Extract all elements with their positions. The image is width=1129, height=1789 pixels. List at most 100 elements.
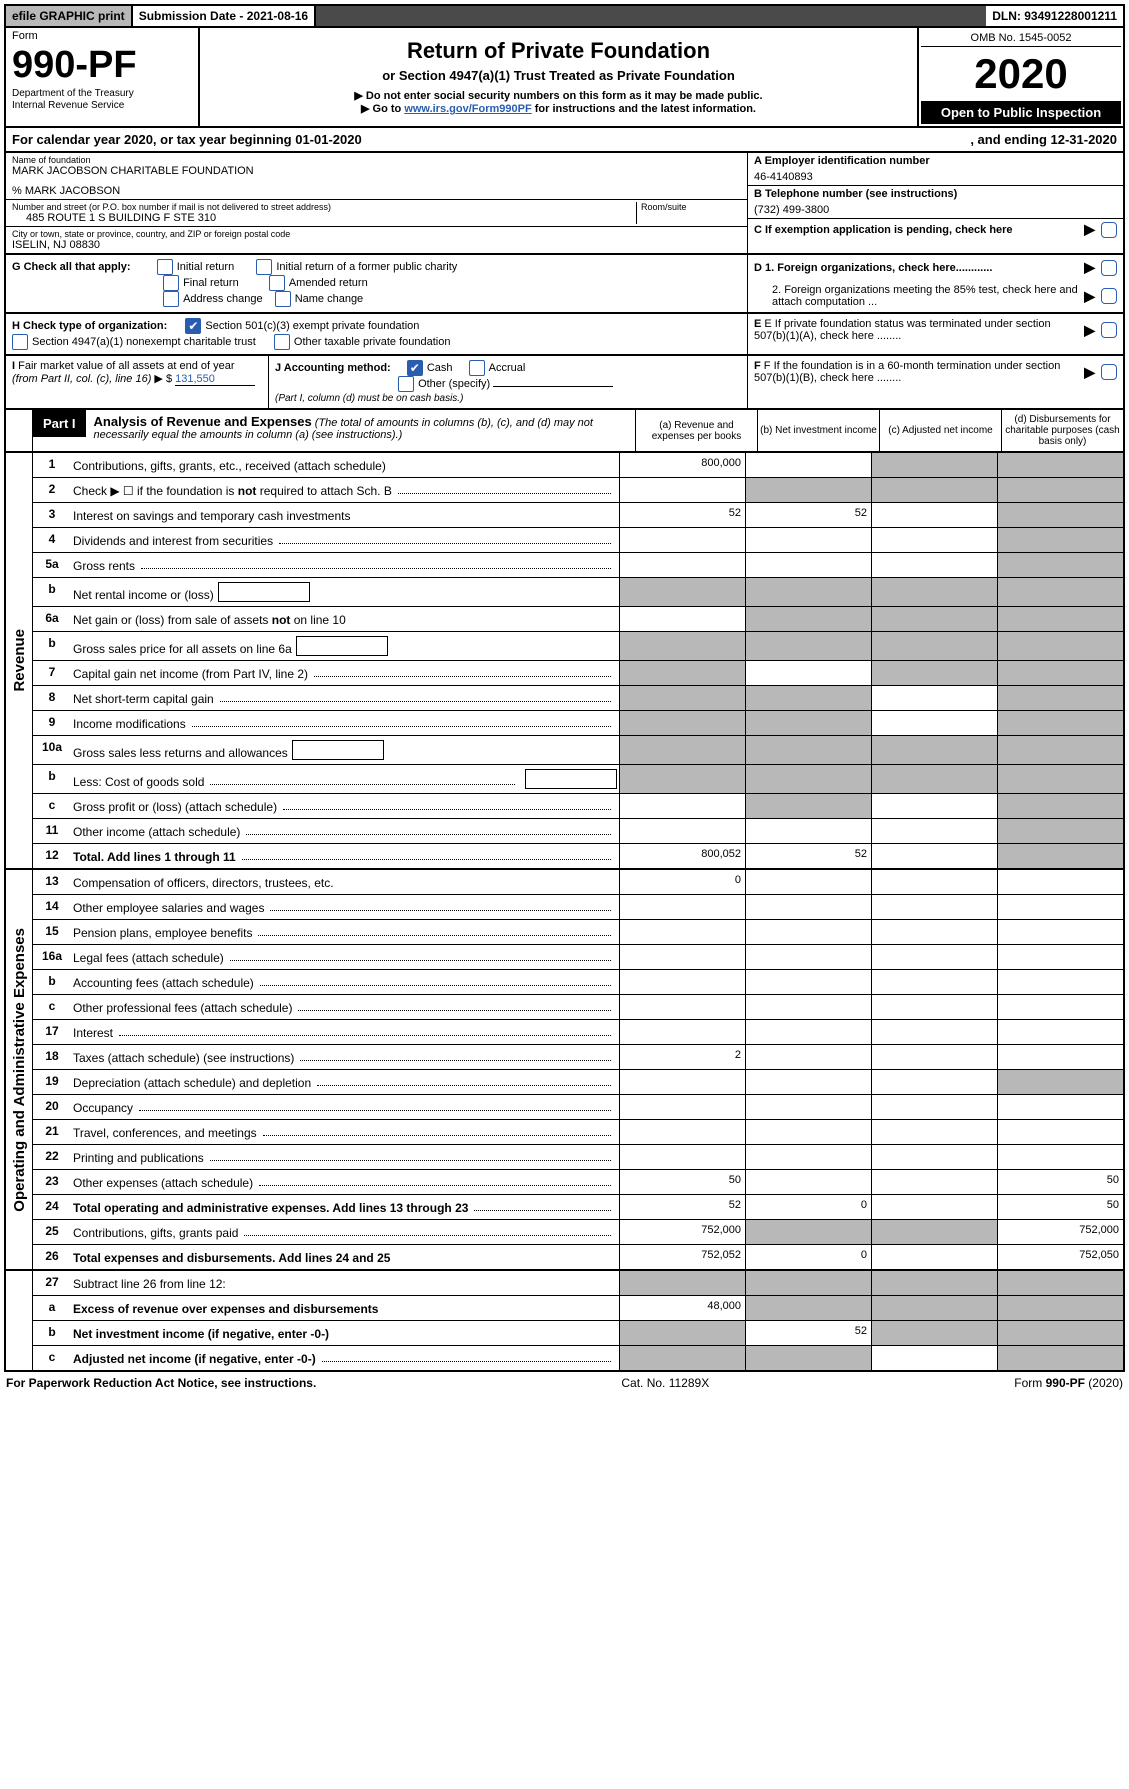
col-d-val: [997, 995, 1123, 1019]
line27-section: 27Subtract line 26 from line 12:aExcess …: [4, 1271, 1125, 1372]
cb-initial-return[interactable]: Initial return: [157, 259, 234, 275]
col-d-val: [997, 1271, 1123, 1295]
line-num: 21: [33, 1120, 71, 1144]
cb-501c3[interactable]: Section 501(c)(3) exempt private foundat…: [185, 318, 419, 334]
topbar-spacer: [316, 6, 986, 26]
cb-other-method[interactable]: Other (specify): [398, 376, 490, 392]
col-b-val: [745, 819, 871, 843]
dept-label: Department of the Treasury Internal Reve…: [12, 88, 192, 112]
col-c-val: [871, 1095, 997, 1119]
phone-cell: B Telephone number (see instructions) (7…: [748, 186, 1123, 219]
line-text: Excess of revenue over expenses and disb…: [71, 1296, 619, 1320]
col-b-val: [745, 686, 871, 710]
g-opt1: Initial return of a former public charit…: [276, 261, 457, 273]
col-d-val: [997, 870, 1123, 894]
col-b-val: 0: [745, 1245, 871, 1269]
col-a-hdr: (a) Revenue and expenses per books: [635, 410, 757, 451]
revenue-section: Revenue 1Contributions, gifts, grants, e…: [4, 453, 1125, 870]
arrow2-suffix: for instructions and the latest informat…: [532, 103, 756, 115]
col-d-val: [997, 1020, 1123, 1044]
instructions-link[interactable]: www.irs.gov/Form990PF: [404, 103, 531, 115]
h-opt3: Other taxable private foundation: [294, 336, 451, 348]
line-text: Printing and publications: [71, 1145, 619, 1169]
g-label: G Check all that apply:: [12, 261, 131, 273]
j-note: (Part I, column (d) must be on cash basi…: [275, 393, 463, 404]
col-b-val: [745, 553, 871, 577]
line-text: Legal fees (attach schedule): [71, 945, 619, 969]
line-num: c: [33, 995, 71, 1019]
other-method-line: [493, 386, 613, 387]
col-d-val: [997, 607, 1123, 631]
form-subtitle: or Section 4947(a)(1) Trust Treated as P…: [206, 68, 911, 83]
h-label: H Check type of organization:: [12, 320, 167, 332]
line-num: 22: [33, 1145, 71, 1169]
cb-final-return[interactable]: Final return: [163, 275, 239, 291]
footer-form-num: 990-PF: [1046, 1376, 1085, 1390]
line-num: b: [33, 970, 71, 994]
line-num: 19: [33, 1070, 71, 1094]
col-a-val: 0: [619, 870, 745, 894]
part1-leftpad: [6, 410, 33, 451]
c-checkbox[interactable]: [1101, 222, 1117, 238]
col-d-val: [997, 1346, 1123, 1370]
col-b-val: [745, 1145, 871, 1169]
line-num: 5a: [33, 553, 71, 577]
col-c-val: [871, 1195, 997, 1219]
table-row: 15Pension plans, employee benefits: [33, 920, 1123, 945]
f-checkbox[interactable]: [1101, 364, 1117, 380]
cb-cash[interactable]: Cash: [407, 360, 453, 376]
col-a-val: [619, 578, 745, 606]
line-num: 2: [33, 478, 71, 502]
col-c-val: [871, 1296, 997, 1320]
col-a-val: [619, 945, 745, 969]
col-d-val: [997, 1070, 1123, 1094]
e-block: E E If private foundation status was ter…: [748, 314, 1123, 354]
col-c-val: [871, 453, 997, 477]
d2-checkbox[interactable]: [1101, 288, 1117, 304]
col-a-val: [619, 920, 745, 944]
cb-other-taxable[interactable]: Other taxable private foundation: [274, 334, 451, 350]
cb-4947a1[interactable]: Section 4947(a)(1) nonexempt charitable …: [12, 334, 256, 350]
table-row: 16aLegal fees (attach schedule): [33, 945, 1123, 970]
line-text: Other expenses (attach schedule): [71, 1170, 619, 1194]
table-row: bNet rental income or (loss): [33, 578, 1123, 607]
expenses-section: Operating and Administrative Expenses 13…: [4, 870, 1125, 1271]
table-row: 2Check ▶ ☐ if the foundation is not requ…: [33, 478, 1123, 503]
expenses-lines: 13Compensation of officers, directors, t…: [33, 870, 1123, 1269]
info-block: Name of foundation MARK JACOBSON CHARITA…: [4, 153, 1125, 255]
col-c-val: [871, 686, 997, 710]
line-text: Net gain or (loss) from sale of assets n…: [71, 607, 619, 631]
line-num: 7: [33, 661, 71, 685]
ein-value: 46-4140893: [754, 171, 1117, 183]
e-checkbox[interactable]: [1101, 322, 1117, 338]
inline-value-box: [218, 582, 310, 602]
col-b-val: [745, 1045, 871, 1069]
line-num: 6a: [33, 607, 71, 631]
cb-amended-return[interactable]: Amended return: [269, 275, 368, 291]
col-d-val: [997, 453, 1123, 477]
line-text: Check ▶ ☐ if the foundation is not requi…: [71, 478, 619, 502]
col-d-val: [997, 1296, 1123, 1320]
line-num: b: [33, 632, 71, 660]
cb-accrual[interactable]: Accrual: [469, 360, 526, 376]
col-d-val: [997, 794, 1123, 818]
info-left: Name of foundation MARK JACOBSON CHARITA…: [6, 153, 747, 253]
line-text: Pension plans, employee benefits: [71, 920, 619, 944]
form-number: 990-PF: [12, 46, 192, 84]
col-c-val: [871, 503, 997, 527]
col-b-val: [745, 1296, 871, 1320]
d1-checkbox[interactable]: [1101, 260, 1117, 276]
table-row: aExcess of revenue over expenses and dis…: [33, 1296, 1123, 1321]
col-b-val: [745, 1095, 871, 1119]
cb-address-change[interactable]: Address change: [163, 291, 263, 307]
addr-label: Number and street (or P.O. box number if…: [12, 202, 636, 212]
part1-header: Part I Analysis of Revenue and Expenses …: [4, 410, 1125, 453]
table-row: 25Contributions, gifts, grants paid752,0…: [33, 1220, 1123, 1245]
col-c-val: [871, 1220, 997, 1244]
line-num: 14: [33, 895, 71, 919]
cb-initial-public-charity[interactable]: Initial return of a former public charit…: [256, 259, 457, 275]
e-label: E If private foundation status was termi…: [754, 318, 1051, 342]
line-text: Gross rents: [71, 553, 619, 577]
cb-name-change[interactable]: Name change: [275, 291, 364, 307]
col-d-val: [997, 503, 1123, 527]
